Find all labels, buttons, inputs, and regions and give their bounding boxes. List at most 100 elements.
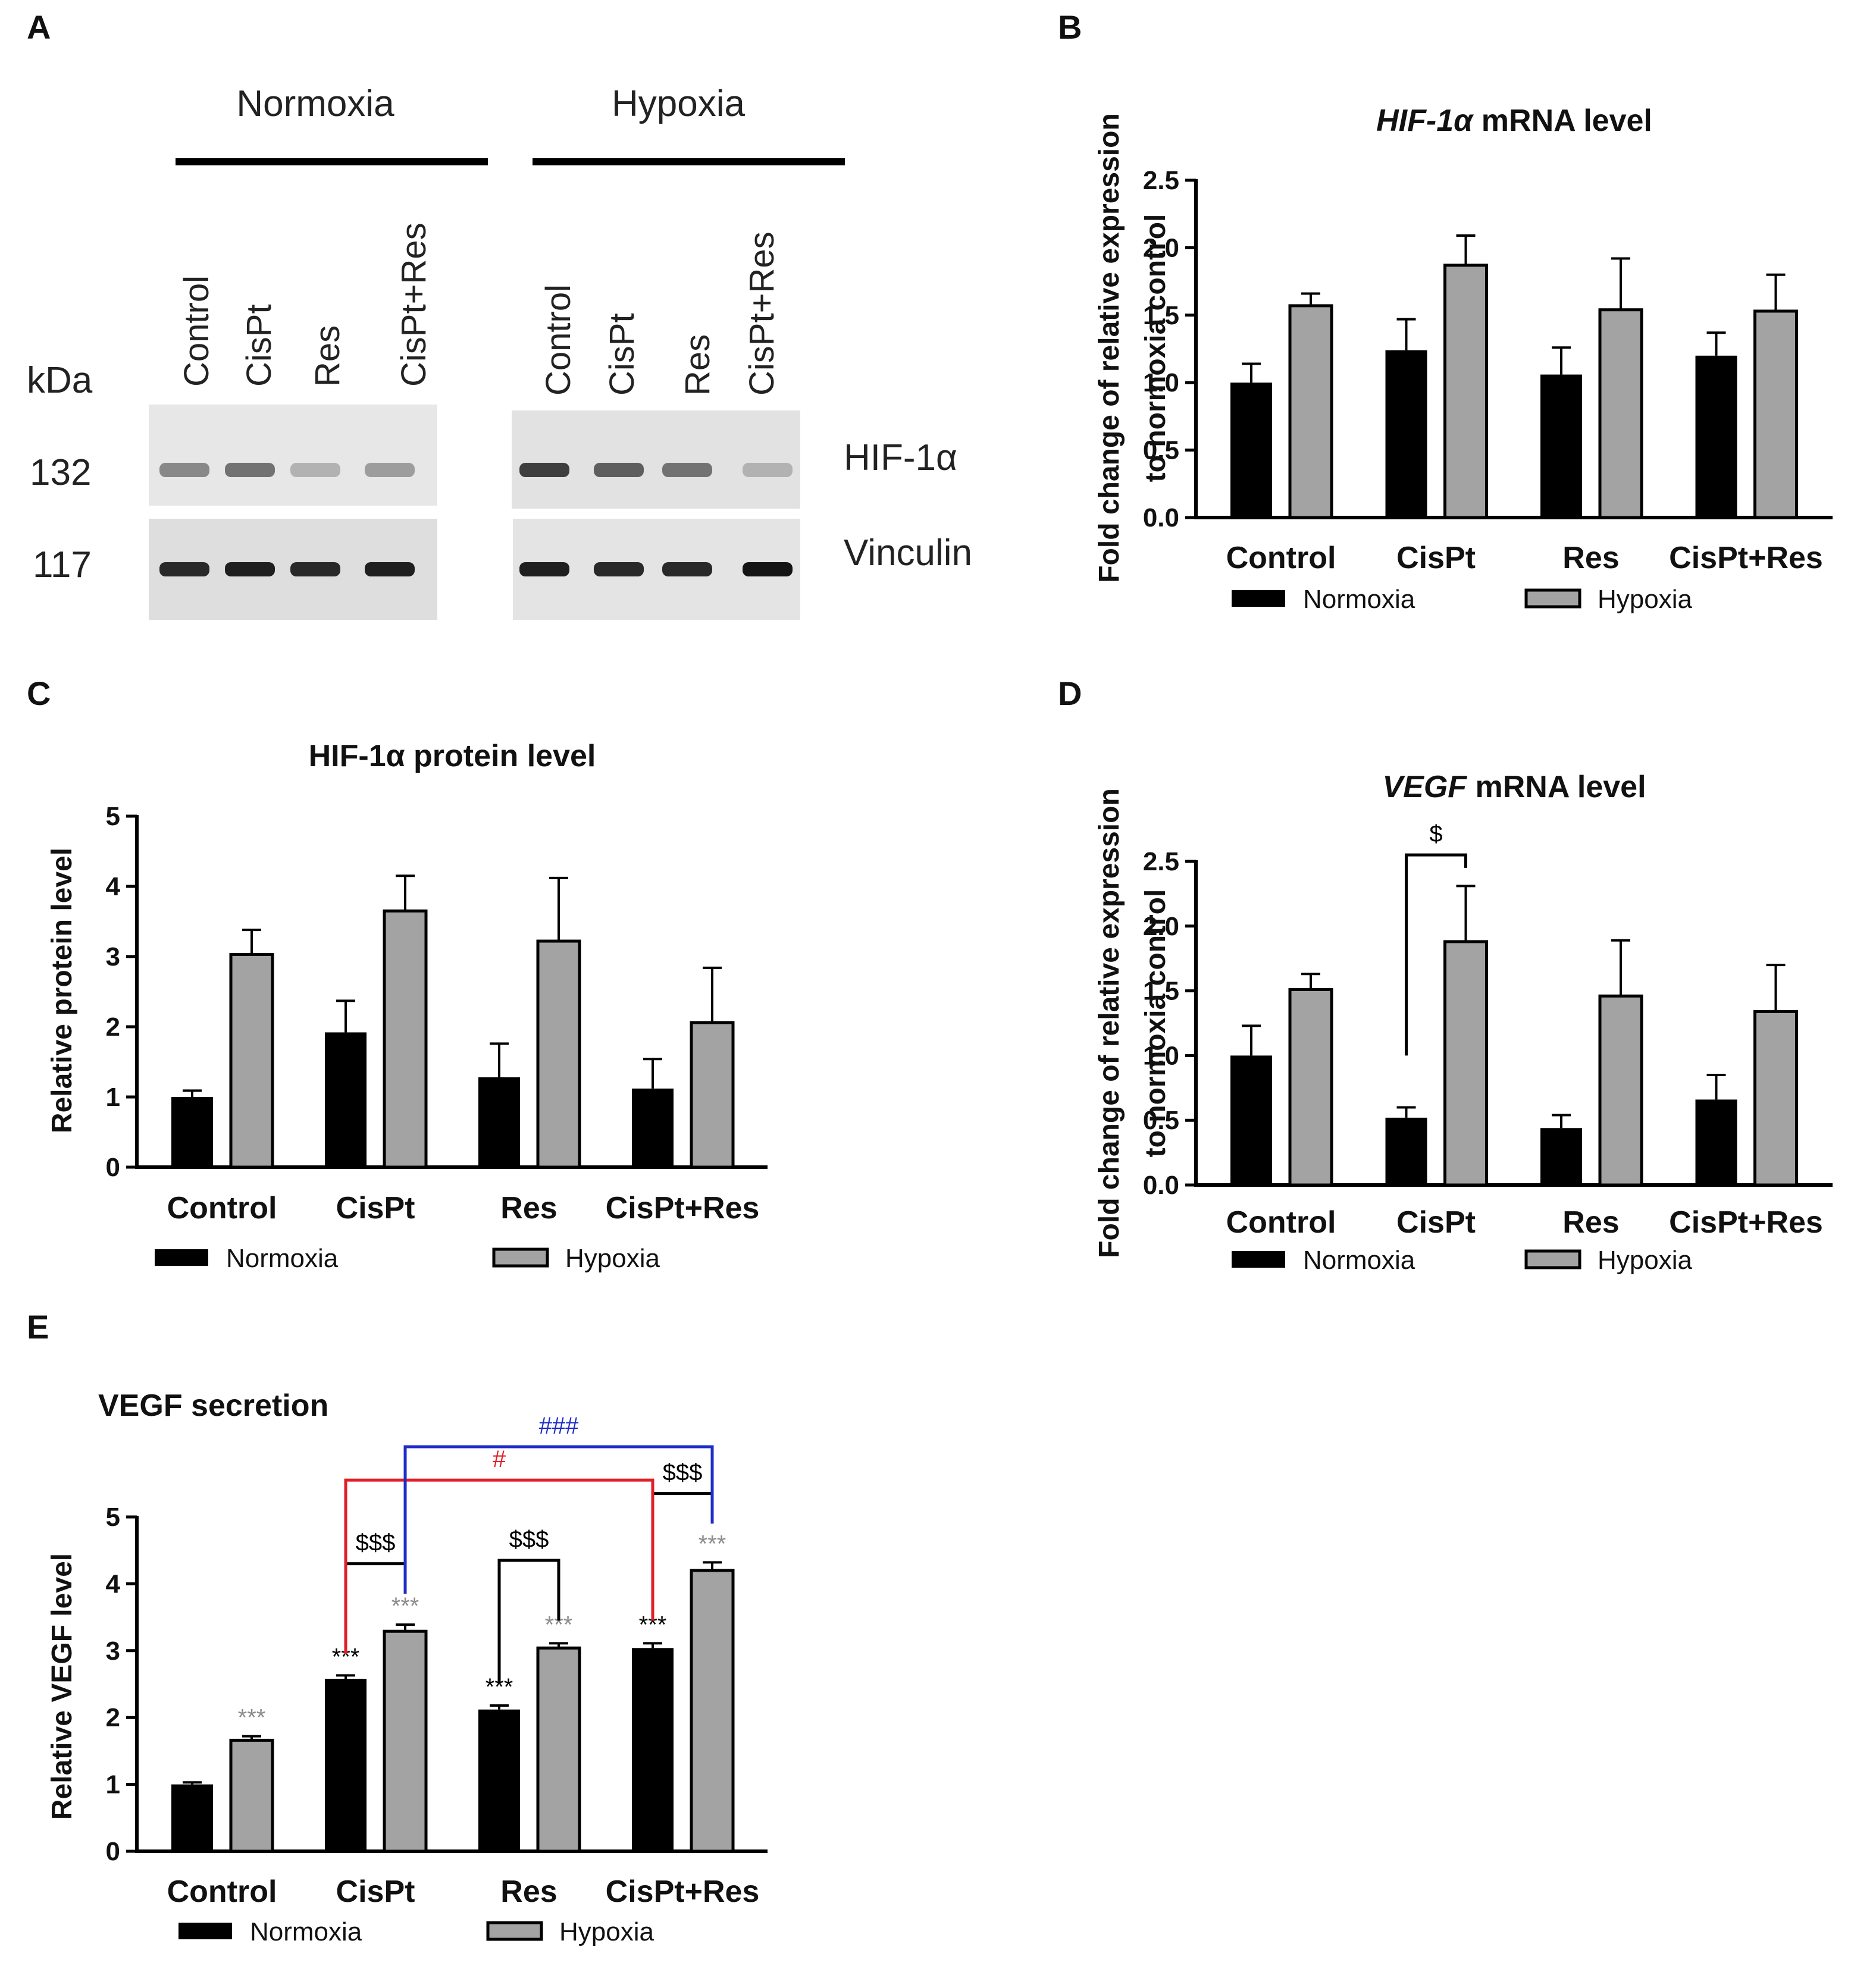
blot-lane-hypoxia-cispt-res: CisPt+Res <box>743 231 781 396</box>
bar-normoxia <box>1230 1055 1272 1185</box>
bar-normoxia <box>632 1088 674 1167</box>
bar-hypoxia <box>690 1021 735 1169</box>
bar-hypoxia <box>536 1646 581 1853</box>
bar-hypoxia <box>1443 940 1488 1187</box>
blot-band <box>594 562 644 576</box>
blot-band <box>225 562 275 576</box>
blot-band <box>365 562 415 576</box>
y-tick-label: 1.5 <box>1143 301 1179 330</box>
panel-letter-e: E <box>27 1308 49 1346</box>
y-axis-label: Fold change of relative expression <box>1094 113 1125 583</box>
legend-swatch-normoxia <box>155 1249 208 1266</box>
western-blot-panel: Normoxia Hypoxia Control CisPt Res CisPt… <box>27 83 972 620</box>
y-tick-label: 2 <box>106 1012 120 1042</box>
significance-stars: *** <box>392 1593 419 1619</box>
chart-title-part: mRNA level <box>1467 770 1646 804</box>
blot-band <box>662 562 712 576</box>
y-tick-label: 0.0 <box>1143 1171 1179 1200</box>
blot-band <box>159 463 209 477</box>
bar-normoxia <box>478 1709 520 1851</box>
chart-vegf-secretion: VEGF secretion Relative VEGF level 0 1 2 3 4 5 C… <box>46 1388 768 1946</box>
bar-hypoxia <box>690 1569 735 1853</box>
y-tick-label: 2.0 <box>1143 912 1179 941</box>
y-tick-label: 0 <box>106 1837 120 1866</box>
x-category-label: CisPt+Res <box>1669 541 1823 575</box>
blot-band <box>519 562 569 576</box>
significance-mark: # <box>493 1446 506 1472</box>
x-category-label: Res <box>1562 541 1619 575</box>
chart-title: HIF-1α mRNA level <box>1376 104 1652 138</box>
blot-kda-row-2: 117 <box>33 544 92 585</box>
y-tick-label: 5 <box>106 802 120 831</box>
bar-hypoxia <box>229 1738 274 1853</box>
x-category-label: CisPt+Res <box>606 1191 760 1225</box>
panel-letter-a: A <box>27 8 51 46</box>
x-category-label: CisPt <box>336 1191 415 1225</box>
panel-letter-b: B <box>1058 8 1082 46</box>
blot-protein-hif: HIF-1α <box>844 437 957 478</box>
legend-swatch-hypoxia <box>486 1921 543 1941</box>
x-category-label: CisPt <box>1396 541 1476 575</box>
legend-swatch-hypoxia <box>1524 1249 1581 1269</box>
blot-band <box>159 562 209 576</box>
legend-label-hypoxia: Hypoxia <box>565 1244 660 1273</box>
bar-hypoxia <box>536 939 581 1169</box>
legend-swatch-hypoxia <box>492 1247 549 1268</box>
chart-hif1a-protein: HIF-1α protein level Relative protein lev… <box>46 739 768 1273</box>
bar-hypoxia <box>1288 304 1333 519</box>
y-tick-label: 4 <box>106 1569 121 1598</box>
bar-hypoxia <box>1598 994 1643 1187</box>
blot-band <box>743 562 793 576</box>
panel-letter-c: C <box>27 675 51 712</box>
legend-label-hypoxia: Hypoxia <box>559 1917 654 1946</box>
chart-title-part: mRNA level <box>1473 104 1652 138</box>
y-tick-label: 2.5 <box>1143 847 1179 876</box>
x-category-label: Control <box>1226 1205 1336 1240</box>
y-axis-label: Fold change of relative expression <box>1094 788 1125 1258</box>
chart-title: HIF-1α protein level <box>309 739 596 773</box>
x-category-label: Control <box>1226 541 1336 575</box>
blot-lane-normoxia-control: Control <box>177 275 216 387</box>
blot-lane-normoxia-res: Res <box>308 325 347 387</box>
bar-normoxia <box>1230 383 1272 518</box>
legend-label-normoxia: Normoxia <box>226 1244 339 1273</box>
significance-mark: $ <box>1429 821 1442 847</box>
bar-normoxia <box>325 1679 367 1851</box>
blot-band <box>594 463 644 477</box>
y-tick-label: 2 <box>106 1703 120 1732</box>
chart-title: VEGF secretion <box>98 1388 328 1423</box>
y-axis-label-line-2: to normoxia control <box>1140 214 1172 482</box>
blot-lane-hypoxia-control: Control <box>539 284 578 396</box>
x-category-label: CisPt <box>1396 1205 1476 1240</box>
y-tick-label: 4 <box>106 872 121 901</box>
legend-label-normoxia: Normoxia <box>250 1917 362 1946</box>
chart-title-part: HIF-1α <box>1376 104 1474 138</box>
x-category-label: Res <box>1562 1205 1619 1240</box>
y-tick-label: 0 <box>106 1153 120 1182</box>
y-tick-label: 5 <box>106 1503 120 1532</box>
x-category-label: CisPt <box>336 1874 415 1909</box>
bar-hypoxia <box>383 1629 428 1853</box>
legend-label-hypoxia: Hypoxia <box>1598 585 1692 614</box>
legend-swatch-hypoxia <box>1524 588 1581 609</box>
bar-normoxia <box>1540 1128 1582 1185</box>
x-category-label: Control <box>167 1874 277 1909</box>
bar-normoxia <box>1695 1099 1737 1185</box>
bar-normoxia <box>1385 1117 1427 1185</box>
blot-protein-vinculin: Vinculin <box>844 532 972 573</box>
significance-mark: $$$ <box>356 1530 396 1556</box>
x-category-label: Control <box>167 1191 277 1225</box>
bar-normoxia <box>171 1097 213 1167</box>
bar-hypoxia <box>1443 264 1488 519</box>
blot-membrane-normoxia-hif <box>149 405 437 506</box>
legend-label-normoxia: Normoxia <box>1303 1246 1415 1275</box>
significance-mark: ### <box>539 1413 579 1439</box>
y-tick-label: 1 <box>106 1083 120 1112</box>
blot-band <box>662 463 712 477</box>
y-tick-label: 1 <box>106 1770 120 1800</box>
blot-membrane-hypoxia-hif <box>512 410 800 509</box>
blot-kda-row-1: 132 <box>30 452 91 493</box>
blot-group-normoxia: Normoxia <box>236 83 394 124</box>
significance-stars: *** <box>699 1531 726 1557</box>
